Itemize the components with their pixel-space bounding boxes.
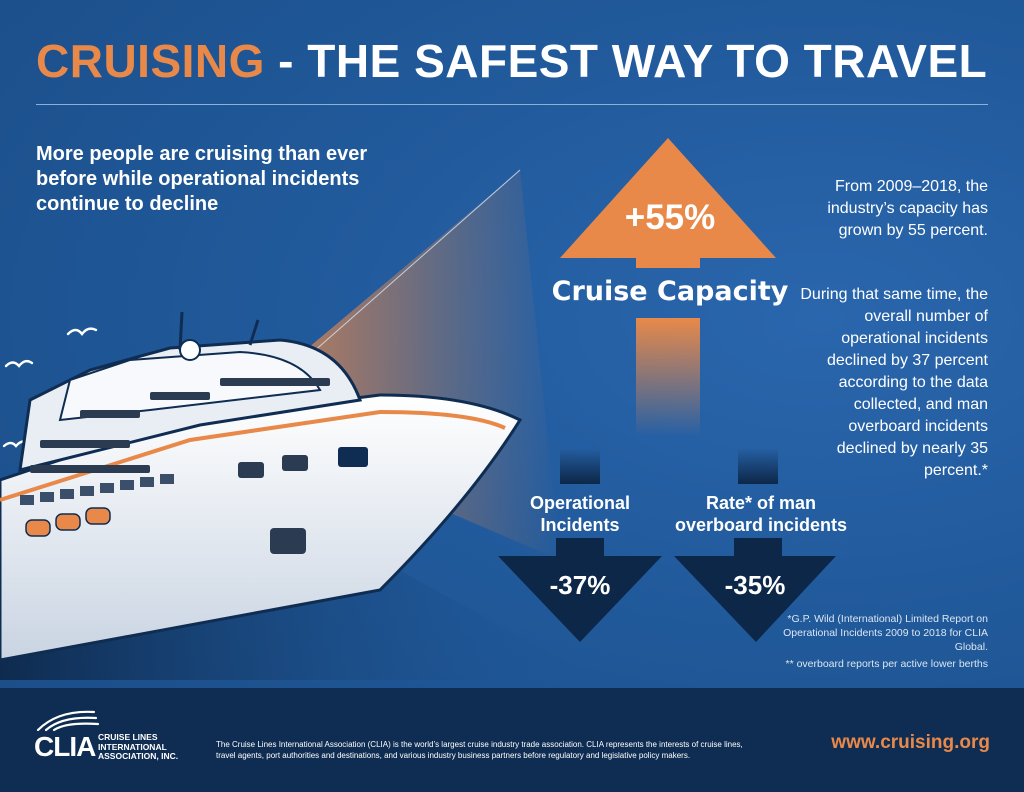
rate-footnote: ** overboard reports per active lower be… (785, 658, 988, 670)
page-title: CRUISING - THE SAFEST WAY TO TRAVEL (36, 34, 987, 88)
intro-text: More people are cruising than ever befor… (36, 143, 368, 215)
clia-logo-icon (36, 710, 100, 732)
capacity-value: +55% (624, 198, 716, 237)
operational-down-arrow (498, 448, 662, 642)
footer-bar (0, 688, 1024, 792)
logo-wordmark: CLIA (34, 731, 96, 762)
capacity-label: Cruise Capacity (551, 276, 789, 307)
footer-description: The Cruise Lines International Associati… (216, 740, 743, 760)
incidents-description: During that same time, the overall numbe… (800, 286, 988, 479)
capacity-up-arrow (560, 138, 776, 436)
website-link[interactable]: www.cruising.org (831, 732, 990, 753)
overboard-down-arrow (674, 448, 836, 642)
title-rest: - THE SAFEST WAY TO TRAVEL (264, 35, 988, 87)
source-footnote: *G.P. Wild (International) Limited Repor… (783, 613, 988, 653)
cruise-ship-icon (0, 311, 523, 662)
capacity-description: From 2009–2018, the industry’s capacity … (827, 178, 988, 239)
logo-organization-name: CRUISE LINES INTERNATIONAL ASSOCIATION, … (98, 732, 179, 761)
title-accent: CRUISING (36, 35, 265, 87)
overboard-value: -35% (724, 570, 786, 600)
operational-label: Operational Incidents (529, 493, 631, 535)
operational-value: -37% (549, 570, 611, 600)
illustration-scene (0, 138, 836, 680)
overboard-label: Rate* of man overboard incidents (674, 493, 848, 535)
title-divider (36, 104, 988, 105)
